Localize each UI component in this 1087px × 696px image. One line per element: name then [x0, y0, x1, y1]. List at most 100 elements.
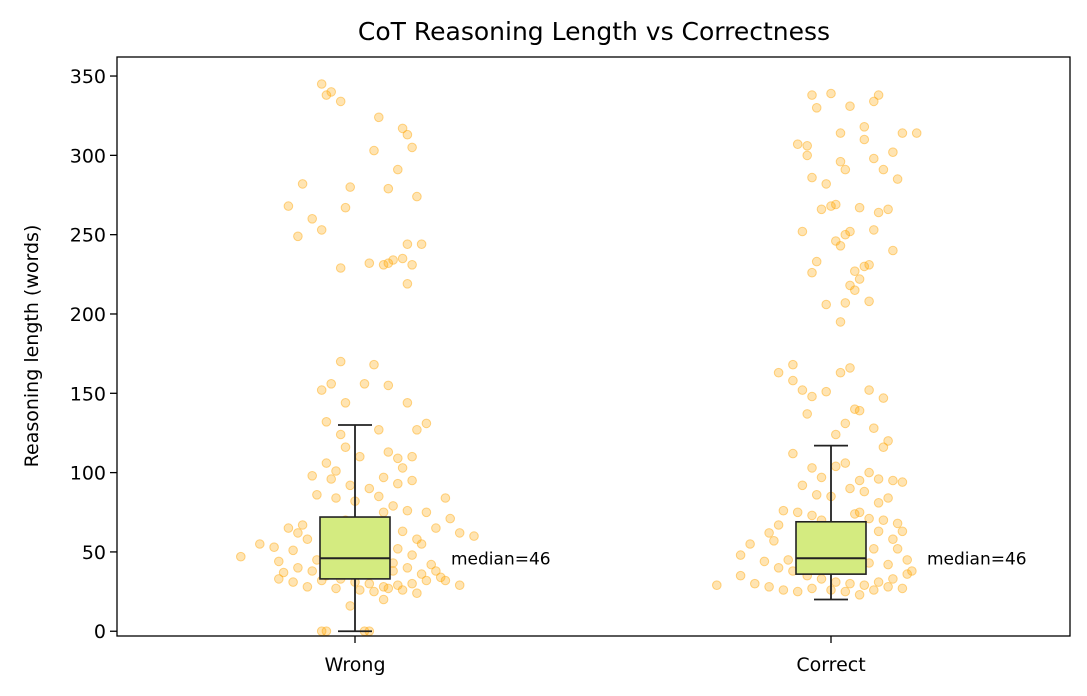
- data-point: [383, 583, 394, 594]
- data-point: [412, 588, 422, 599]
- plot-frame: [116, 56, 1071, 637]
- y-tick-label: 0: [94, 621, 106, 643]
- data-point: [811, 256, 822, 267]
- data-point: [335, 263, 346, 273]
- data-point: [326, 474, 337, 484]
- data-point: [873, 207, 884, 218]
- data-point: [792, 586, 803, 597]
- data-point: [340, 442, 351, 453]
- data-point: [364, 578, 375, 589]
- chart-title: CoT Reasoning Length vs Correctness: [358, 17, 830, 46]
- data-point: [831, 577, 841, 587]
- data-point: [293, 528, 303, 538]
- data-point: [421, 418, 432, 429]
- data-point: [845, 101, 855, 111]
- data-point: [397, 253, 408, 264]
- data-point: [326, 87, 337, 97]
- data-point: [864, 260, 874, 270]
- data-point: [316, 385, 327, 395]
- data-point: [383, 183, 394, 194]
- data-point: [378, 472, 389, 483]
- data-point: [407, 578, 417, 589]
- y-tick-label: 200: [70, 304, 106, 326]
- data-point: [850, 266, 860, 277]
- data-point: [421, 507, 432, 518]
- data-point: [416, 239, 427, 249]
- data-point: [892, 544, 903, 554]
- y-tick-label: 350: [70, 66, 106, 88]
- data-point: [454, 528, 465, 538]
- data-point: [393, 164, 403, 175]
- data-point: [845, 483, 855, 494]
- data-point: [869, 423, 879, 434]
- data-point: [274, 574, 284, 584]
- data-point: [402, 279, 413, 289]
- data-point: [907, 566, 917, 576]
- data-point: [878, 515, 889, 526]
- data-point: [888, 147, 898, 157]
- data-point: [845, 280, 855, 291]
- data-point: [321, 417, 332, 427]
- data-point: [859, 134, 870, 145]
- data-point: [283, 201, 294, 211]
- data-point: [797, 385, 808, 395]
- data-point: [383, 380, 394, 391]
- data-point: [797, 480, 808, 491]
- data-point: [407, 451, 417, 462]
- data-point: [869, 225, 879, 235]
- data-point: [764, 582, 774, 592]
- data-point: [854, 274, 865, 284]
- data-point: [402, 239, 413, 249]
- data-point: [440, 575, 451, 586]
- data-point: [355, 585, 365, 595]
- data-point: [393, 544, 403, 554]
- data-point: [421, 575, 432, 586]
- data-point: [831, 236, 841, 246]
- data-point: [407, 550, 417, 560]
- data-point: [388, 255, 398, 265]
- data-point: [412, 425, 422, 435]
- data-point: [735, 570, 746, 581]
- data-point: [312, 490, 322, 500]
- data-point: [840, 458, 851, 468]
- data-point: [897, 128, 908, 138]
- data-point: [797, 226, 808, 237]
- data-point: [293, 563, 303, 573]
- data-point: [878, 442, 889, 453]
- data-point: [431, 523, 441, 533]
- data-point: [802, 150, 813, 161]
- data-point: [393, 453, 403, 464]
- data-point: [374, 491, 384, 502]
- data-point: [397, 123, 408, 134]
- data-point: [307, 566, 318, 576]
- data-point: [854, 202, 865, 213]
- data-point: [792, 507, 803, 518]
- data-point: [807, 463, 817, 473]
- data-point: [864, 296, 874, 307]
- data-point: [316, 225, 327, 235]
- data-point: [854, 475, 865, 486]
- data-point: [388, 501, 398, 511]
- data-point: [402, 563, 413, 573]
- data-point: [402, 505, 413, 516]
- y-axis-label: Reasoning length (words): [21, 225, 43, 468]
- data-point: [869, 544, 879, 554]
- box-iqr: [795, 520, 867, 575]
- data-point: [378, 594, 389, 605]
- y-tick-label: 300: [70, 145, 106, 167]
- data-point: [850, 404, 860, 415]
- data-point: [831, 199, 841, 210]
- data-point: [883, 204, 893, 215]
- data-point: [845, 363, 855, 373]
- data-point: [402, 129, 413, 140]
- data-point: [859, 486, 870, 497]
- data-point: [873, 498, 884, 508]
- data-point: [440, 493, 451, 503]
- data-point: [331, 583, 341, 594]
- data-point: [888, 475, 898, 486]
- data-point: [397, 463, 408, 473]
- data-point: [407, 142, 417, 153]
- data-point: [402, 398, 413, 408]
- box-iqr: [319, 516, 391, 580]
- data-point: [811, 103, 822, 113]
